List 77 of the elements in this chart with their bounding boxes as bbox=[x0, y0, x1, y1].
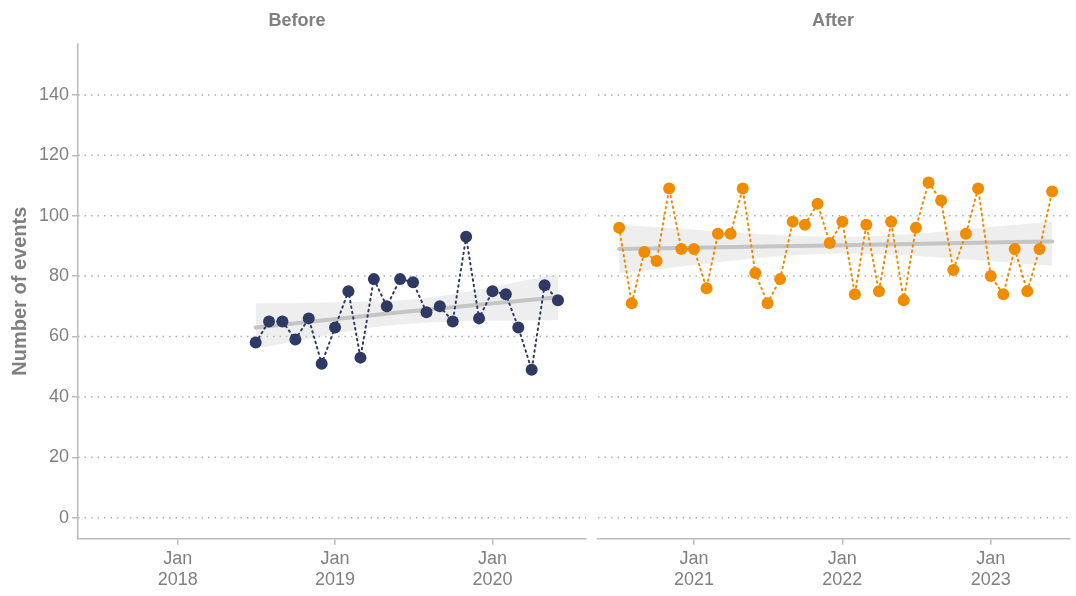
x-tick-label: Jan 2019 bbox=[315, 547, 356, 590]
point bbox=[984, 270, 997, 283]
point bbox=[276, 315, 289, 328]
point bbox=[486, 285, 499, 298]
point bbox=[897, 294, 910, 307]
point bbox=[315, 357, 328, 370]
y-tick-label: 20 bbox=[49, 446, 70, 467]
x-tick-label: Jan 2022 bbox=[822, 547, 863, 590]
point bbox=[1008, 242, 1021, 255]
point bbox=[367, 273, 380, 286]
point bbox=[473, 312, 486, 325]
point bbox=[525, 363, 538, 376]
point bbox=[922, 176, 935, 189]
point bbox=[947, 264, 960, 277]
point bbox=[538, 279, 551, 292]
point bbox=[342, 285, 355, 298]
point bbox=[836, 215, 849, 228]
point bbox=[724, 227, 737, 240]
y-axis-title: Number of events bbox=[7, 206, 30, 376]
point bbox=[302, 312, 315, 325]
point bbox=[860, 218, 873, 231]
point bbox=[499, 288, 512, 301]
point bbox=[394, 273, 407, 286]
point bbox=[700, 282, 713, 295]
point bbox=[551, 294, 564, 307]
point bbox=[823, 236, 836, 249]
point bbox=[872, 285, 885, 298]
point bbox=[1021, 285, 1034, 298]
x-tick-label: Jan 2021 bbox=[673, 547, 714, 590]
point bbox=[736, 182, 749, 195]
point bbox=[613, 221, 626, 234]
point bbox=[289, 333, 302, 346]
point bbox=[798, 218, 811, 231]
point bbox=[512, 321, 525, 334]
point bbox=[263, 315, 276, 328]
point bbox=[638, 245, 651, 258]
point bbox=[354, 351, 367, 364]
point bbox=[1033, 242, 1046, 255]
point bbox=[663, 182, 676, 195]
y-tick-label: 60 bbox=[49, 325, 70, 346]
point bbox=[650, 255, 663, 268]
point bbox=[380, 300, 393, 313]
point bbox=[711, 227, 724, 240]
point bbox=[687, 242, 700, 255]
y-tick-label: 100 bbox=[38, 204, 70, 225]
point bbox=[761, 297, 774, 310]
point bbox=[959, 227, 972, 240]
point bbox=[460, 230, 473, 243]
point bbox=[997, 288, 1010, 301]
point bbox=[1046, 185, 1059, 198]
y-tick-label: 120 bbox=[38, 144, 70, 165]
x-tick-label: Jan 2023 bbox=[970, 547, 1011, 590]
y-tick-label: 140 bbox=[38, 83, 70, 104]
point bbox=[249, 336, 262, 349]
point bbox=[446, 315, 459, 328]
y-tick-label: 40 bbox=[49, 385, 70, 406]
point bbox=[675, 242, 688, 255]
x-tick-label: Jan 2020 bbox=[472, 547, 513, 590]
point bbox=[909, 221, 922, 234]
point bbox=[885, 215, 898, 228]
point bbox=[433, 300, 446, 313]
point bbox=[848, 288, 861, 301]
point bbox=[935, 194, 948, 207]
point bbox=[329, 321, 342, 334]
y-tick-label: 80 bbox=[49, 265, 70, 286]
point bbox=[407, 276, 420, 289]
chart-title: After bbox=[811, 9, 855, 30]
point bbox=[420, 306, 433, 319]
x-tick-label: Jan 2018 bbox=[157, 547, 198, 590]
y-tick-label: 0 bbox=[59, 506, 70, 527]
point bbox=[625, 297, 638, 310]
point bbox=[786, 215, 799, 228]
point bbox=[774, 273, 787, 286]
point bbox=[811, 197, 824, 210]
point bbox=[972, 182, 985, 195]
point bbox=[749, 267, 762, 280]
chart-title: Before bbox=[268, 9, 326, 30]
